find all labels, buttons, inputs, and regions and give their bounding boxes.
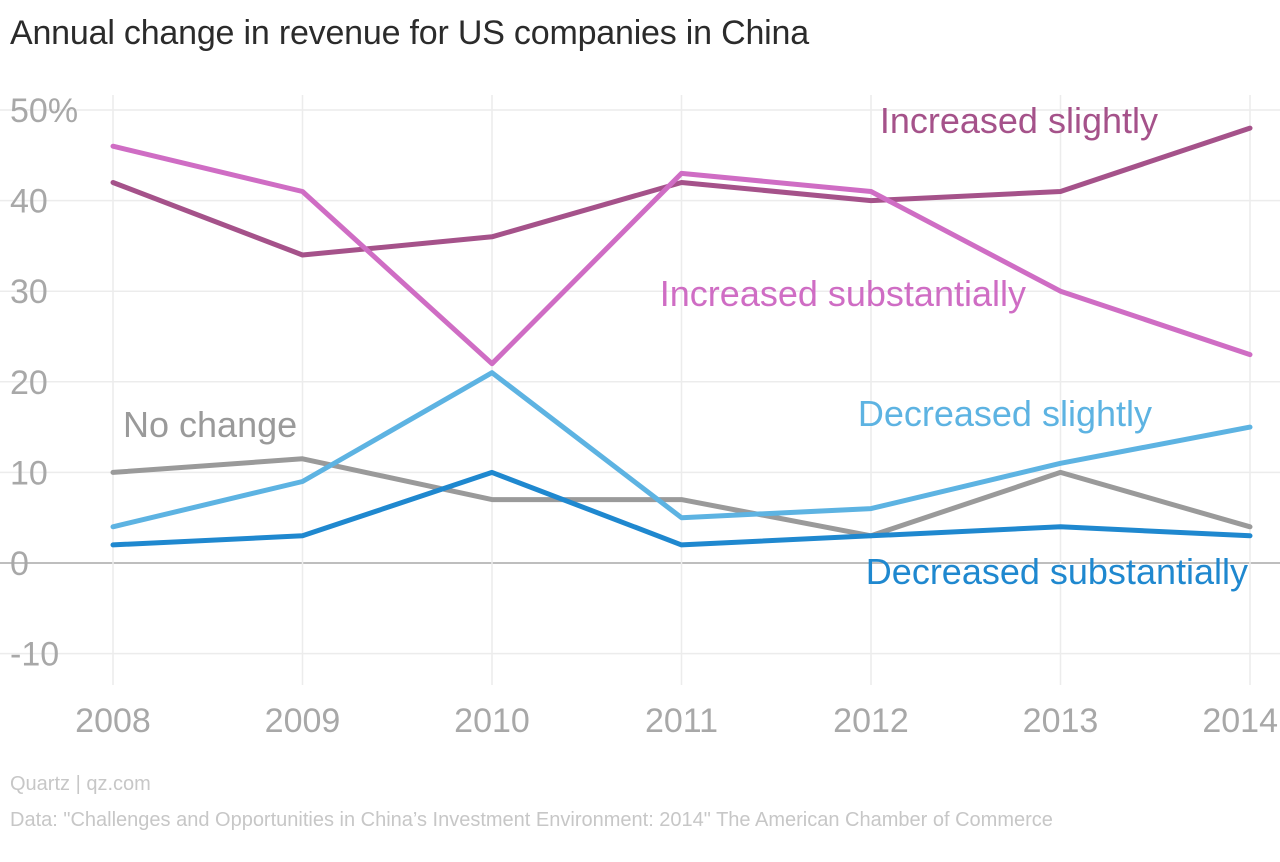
series-line-increased-substantially <box>110 143 1253 367</box>
series-line-decreased-slightly <box>110 370 1253 530</box>
x-tick-label: 2011 <box>645 702 718 740</box>
series-line-increased-slightly <box>110 125 1253 258</box>
chart-title: Annual change in revenue for US companie… <box>10 14 809 52</box>
series-label: Increased slightly <box>880 100 1158 141</box>
data-note: Data: "Challenges and Opportunities in C… <box>10 809 1053 831</box>
y-tick-label: 40 <box>10 183 48 221</box>
x-tick-label: 2012 <box>833 702 909 740</box>
y-tick-label: -10 <box>10 636 59 674</box>
series-line-decreased-substantially <box>110 469 1253 548</box>
y-tick-label: 10 <box>10 454 48 492</box>
x-tick-label: 2014 <box>1202 702 1278 740</box>
y-tick-label: 20 <box>10 364 48 402</box>
x-tick-label: 2013 <box>1023 702 1099 740</box>
series-line-no-change <box>110 456 1253 539</box>
x-tick-label: 2008 <box>75 702 151 740</box>
source-credit: Quartz | qz.com <box>10 773 151 795</box>
x-tick-label: 2009 <box>265 702 341 740</box>
series-label: Decreased substantially <box>866 551 1248 592</box>
series-label: Decreased slightly <box>858 393 1152 434</box>
y-tick-label: 50% <box>10 92 78 130</box>
series-label: Increased substantially <box>660 273 1026 314</box>
x-tick-label: 2010 <box>454 702 530 740</box>
y-tick-label: 30 <box>10 273 48 311</box>
series-label: No change <box>123 404 297 445</box>
y-tick-label: 0 <box>10 545 29 583</box>
